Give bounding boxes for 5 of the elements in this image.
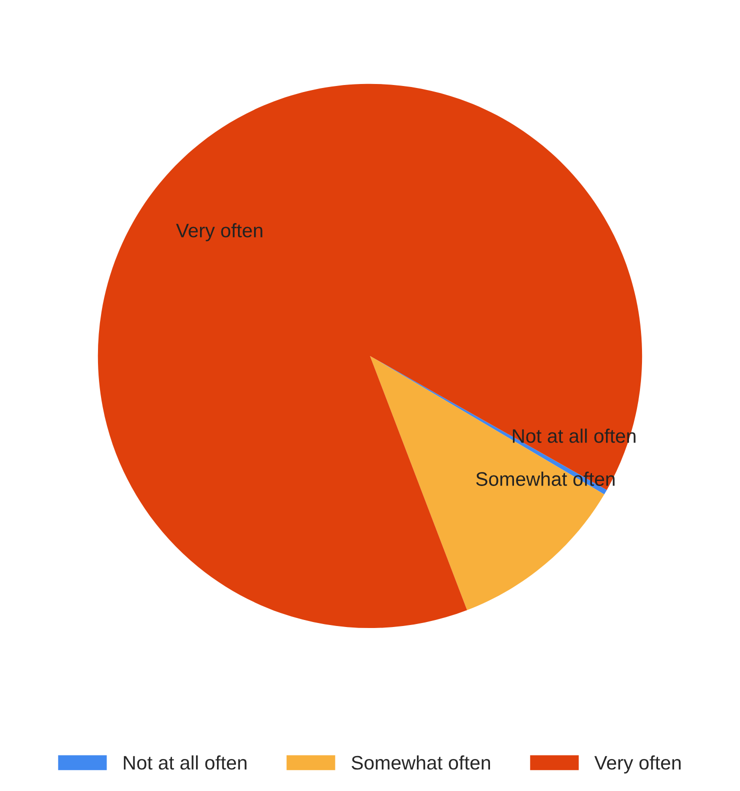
slice-label: Very often [176, 223, 262, 242]
legend-label: Very often [594, 755, 681, 774]
pie-slice [98, 84, 642, 628]
legend-label: Somewhat often [352, 755, 490, 770]
legend-label: Not at all often [124, 755, 246, 770]
